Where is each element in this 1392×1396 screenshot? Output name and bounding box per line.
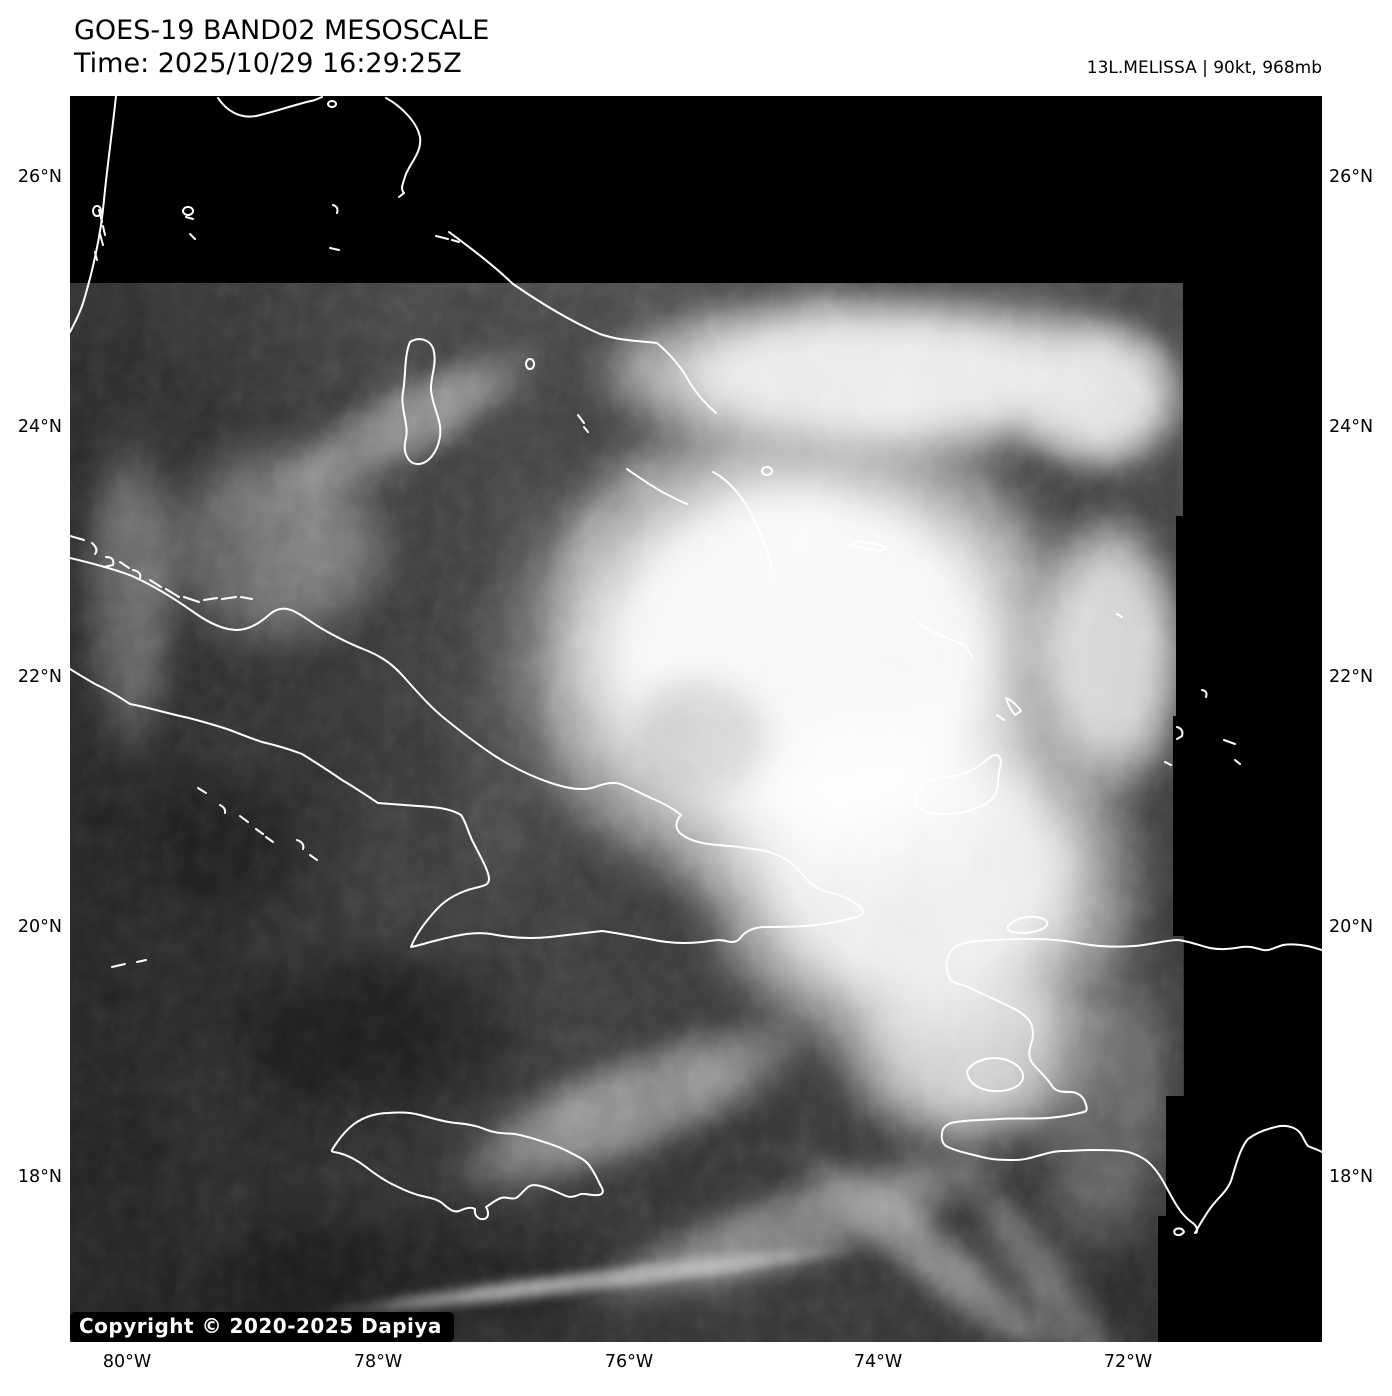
coastline-florida: [70, 96, 117, 333]
lat-tick-lat-left-26N: 26°N: [17, 167, 62, 187]
lat-tick-lat-right-18N: 18°N: [1329, 1167, 1374, 1187]
title-block: GOES-19 BAND02 MESOSCALE Time: 2025/10/2…: [74, 14, 489, 80]
satellite-imagery: [70, 283, 1184, 1342]
lon-tick-72W: 72°W: [1103, 1352, 1153, 1372]
lat-tick-lat-left-22N: 22°N: [17, 667, 62, 687]
storm-info-label: 13L.MELISSA | 90kt, 968mb: [1086, 58, 1322, 78]
coastline-florida-islets: [92, 205, 104, 261]
lon-tick-78W: 78°W: [353, 1352, 403, 1372]
coastline-grand-bahama: [217, 96, 338, 118]
lat-tick-lat-left-18N: 18°N: [17, 1167, 62, 1187]
coastline-cuba: [70, 557, 864, 948]
coastlines-layer: [70, 96, 1322, 1237]
coastline-exuma-chain: [577, 414, 688, 505]
coastline-turks-caicos-islets: [1116, 613, 1241, 766]
lat-tick-lat-right-26N: 26°N: [1329, 167, 1374, 187]
timestamp: Time: 2025/10/29 16:29:25Z: [74, 48, 462, 79]
copyright-badge: Copyright © 2020-2025 Dapiya: [70, 1312, 454, 1342]
coastline-tortuga: [1006, 915, 1049, 934]
coastline-great-inagua: [914, 753, 1002, 816]
coastline-andros: [401, 338, 442, 465]
lat-tick-lat-left-20N: 20°N: [17, 917, 62, 937]
coastline-long-island: [847, 540, 1022, 721]
coastline-berry-bimini-islets: [98, 204, 460, 251]
lat-tick-lat-right-20N: 20°N: [1329, 917, 1374, 937]
cloud-texture-fine: [70, 283, 1183, 1342]
lat-tick-lat-left-24N: 24°N: [17, 417, 62, 437]
lat-tick-lat-right-22N: 22°N: [1329, 667, 1374, 687]
coastline-gonave: [966, 1057, 1025, 1093]
lat-tick-lat-right-24N: 24°N: [1329, 417, 1374, 437]
lon-tick-80W: 80°W: [102, 1352, 152, 1372]
coastline-ile-a-vache: [1173, 1227, 1185, 1237]
page-title: GOES-19 BAND02 MESOSCALE: [74, 15, 490, 46]
coastline-abaco: [385, 97, 422, 198]
satellite-map: Copyright © 2020-2025 Dapiya: [70, 96, 1322, 1342]
coastline-cuba-north-cays: [70, 535, 253, 603]
coastline-cat-island: [525, 358, 774, 570]
coastline-eleuthera: [448, 231, 717, 414]
coastline-hispaniola: [940, 938, 1322, 1234]
lon-tick-76W: 76°W: [604, 1352, 654, 1372]
lon-tick-74W: 74°W: [853, 1352, 903, 1372]
coastline-jardines-cays: [111, 787, 318, 968]
coastline-jamaica: [330, 1111, 604, 1221]
